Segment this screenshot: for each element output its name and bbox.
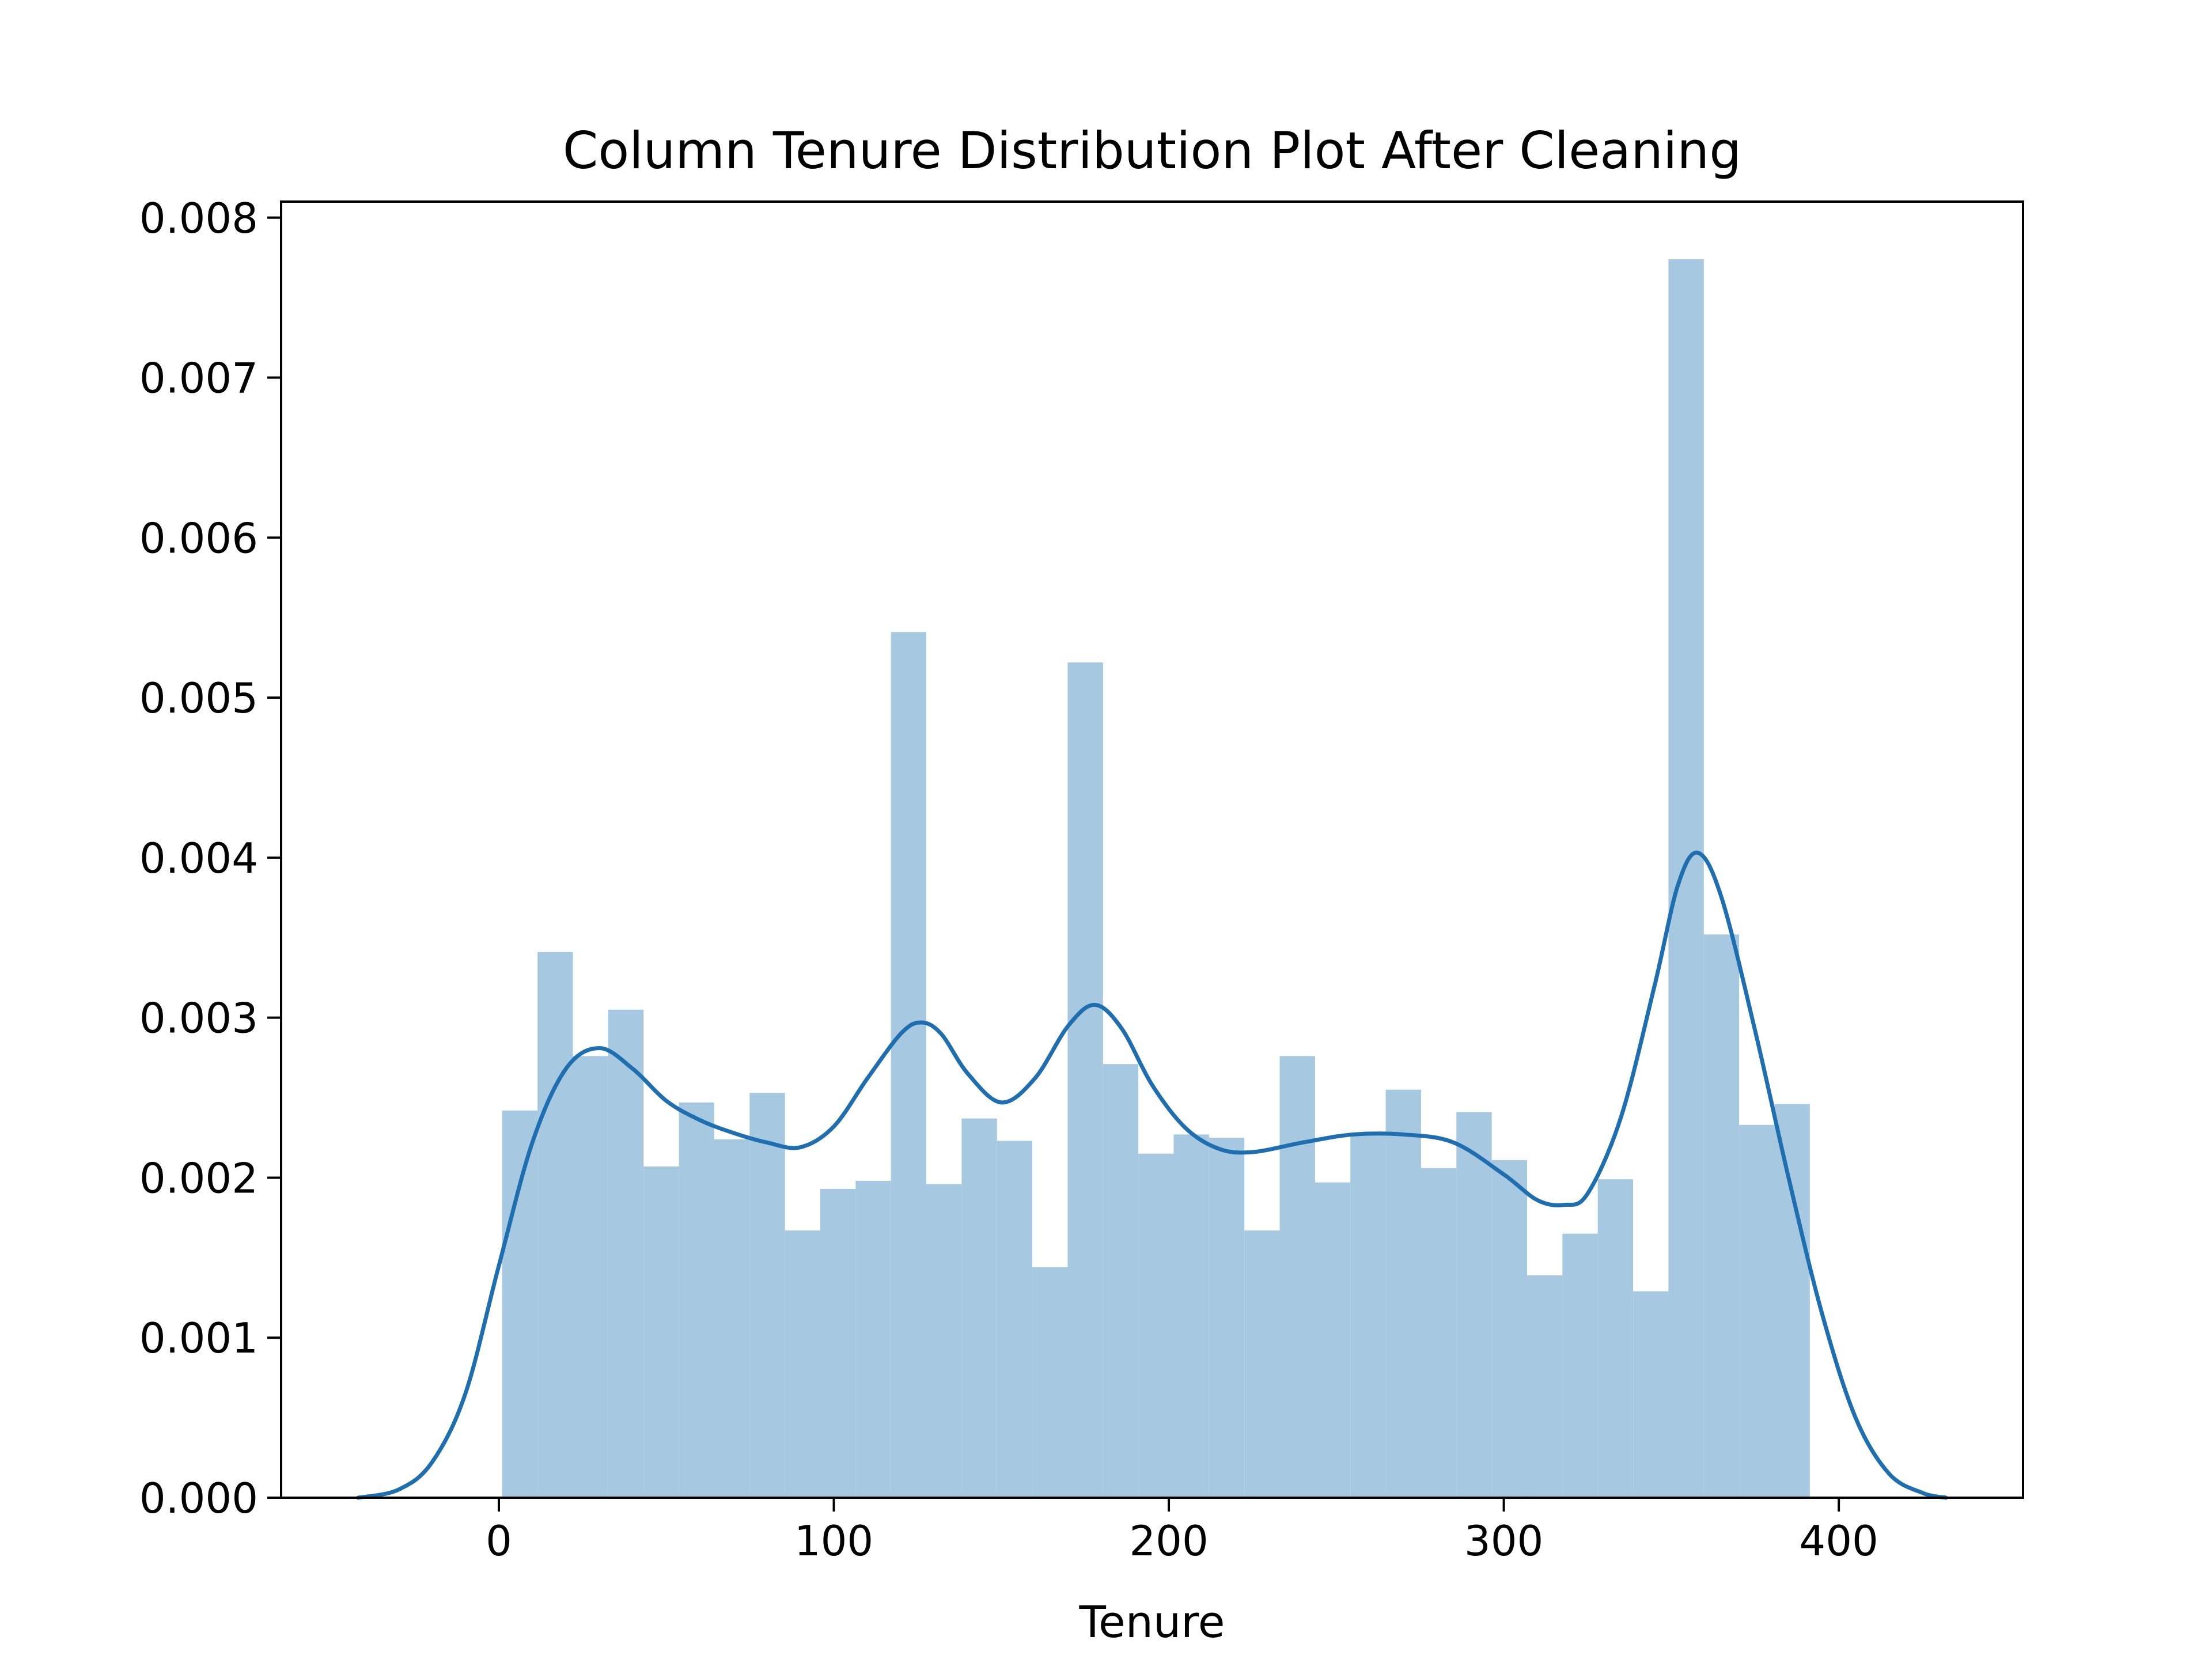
histogram-bar <box>1103 1064 1139 1498</box>
axes-frame <box>280 200 2024 1499</box>
y-tick-label: 0.001 <box>139 1314 258 1362</box>
histogram-bar <box>1774 1104 1810 1498</box>
histogram-bar <box>537 952 573 1498</box>
histogram-bar <box>926 1184 962 1498</box>
histogram-bar <box>573 1056 608 1498</box>
histogram-bar <box>1315 1182 1351 1498</box>
histogram-bar <box>1209 1138 1245 1498</box>
histogram-bar <box>1032 1267 1068 1498</box>
histogram-bar <box>1527 1275 1563 1498</box>
histogram-bar <box>855 1181 891 1498</box>
histogram-bar <box>891 632 927 1498</box>
histogram-bar <box>643 1166 679 1498</box>
histogram-bar <box>1703 934 1740 1498</box>
y-tick-label: 0.005 <box>139 674 258 722</box>
x-tick-label: 200 <box>1129 1517 1208 1565</box>
histogram-bar <box>608 1009 644 1498</box>
histogram-bar <box>1491 1160 1528 1498</box>
y-tick-label: 0.008 <box>139 194 258 243</box>
histogram-bar <box>1456 1112 1492 1498</box>
y-tick-label: 0.004 <box>139 834 258 882</box>
histogram-bar <box>1244 1230 1280 1498</box>
histogram-bar <box>1385 1089 1421 1498</box>
y-tick-label: 0.002 <box>139 1154 258 1202</box>
x-tick-label: 100 <box>794 1517 873 1565</box>
histogram-bar <box>997 1141 1033 1498</box>
histogram-bar <box>749 1093 785 1498</box>
histogram-bar <box>1279 1056 1315 1498</box>
histogram-bar <box>961 1118 997 1498</box>
x-tick-label: 400 <box>1799 1517 1878 1565</box>
chart-title: Column Tenure Distribution Plot After Cl… <box>563 121 1741 180</box>
y-tick-label: 0.000 <box>139 1474 258 1522</box>
y-tick-label: 0.006 <box>139 514 258 562</box>
histogram-bar <box>1350 1132 1386 1498</box>
histogram-bar <box>1739 1124 1775 1498</box>
kde-curve <box>356 850 1948 1500</box>
y-tick-label: 0.007 <box>139 354 258 403</box>
histogram-bar <box>1138 1153 1174 1498</box>
histogram-bar <box>714 1139 750 1498</box>
histogram-bar <box>1421 1168 1457 1498</box>
histogram-bar <box>1668 259 1704 1498</box>
histogram-bar <box>679 1102 714 1498</box>
x-tick-label: 0 <box>486 1517 512 1565</box>
x-axis-label: Tenure <box>1079 1596 1225 1647</box>
histogram-bar <box>502 1110 538 1498</box>
x-axis-ticks: 0 100 200 300 400 <box>486 1498 1878 1565</box>
histogram-bar <box>1562 1233 1598 1498</box>
histogram-bar <box>1633 1291 1669 1498</box>
histogram-bar <box>820 1188 856 1498</box>
x-tick-label: 300 <box>1464 1517 1543 1565</box>
histogram-bar <box>1067 662 1103 1498</box>
y-axis-ticks: 0.000 0.001 0.002 0.003 0.004 0.005 0.006 0.007… <box>139 194 281 1522</box>
histogram-bars <box>502 259 1810 1498</box>
histogram-bar <box>1597 1179 1634 1498</box>
y-tick-label: 0.003 <box>139 994 258 1043</box>
histogram-bar <box>785 1230 820 1498</box>
histogram-bar <box>1173 1134 1209 1498</box>
